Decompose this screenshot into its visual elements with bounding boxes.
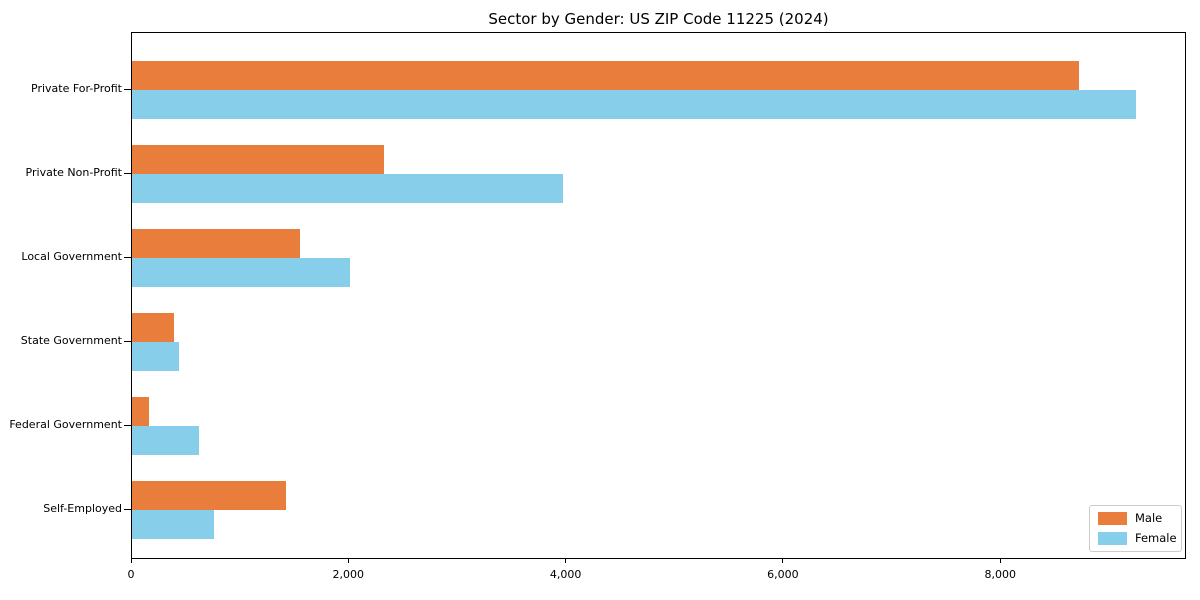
bar-female-private-non-profit: [132, 173, 564, 203]
x-tick-mark: [565, 559, 567, 563]
legend: Male Female: [1089, 505, 1182, 552]
y-tick-label-self-employed: Self-Employed: [43, 501, 122, 515]
x-tick-label-0: 0: [127, 568, 135, 581]
bar-female-state-government: [132, 341, 179, 371]
y-tick-label-federal-government: Federal Government: [9, 417, 122, 431]
y-tick-label-private-for-profit: Private For-Profit: [31, 81, 122, 95]
legend-entry-female: Female: [1098, 532, 1177, 545]
bar-female-federal-government: [132, 425, 199, 455]
y-tick-mark: [124, 424, 131, 426]
y-tick-mark: [124, 508, 131, 510]
x-tick-label-2-000: 2,000: [332, 568, 365, 581]
bar-female-self-employed: [132, 509, 214, 539]
x-tick-mark: [130, 559, 132, 563]
legend-swatch-male: [1098, 512, 1127, 525]
bar-male-private-non-profit: [132, 144, 385, 174]
y-tick-label-private-non-profit: Private Non-Profit: [25, 165, 122, 179]
x-tick-mark: [347, 559, 349, 563]
chart-title: Sector by Gender: US ZIP Code 11225 (202…: [488, 10, 829, 28]
x-tick-label-6-000: 6,000: [767, 568, 799, 581]
bar-male-federal-government: [132, 396, 149, 426]
x-tick-label-8-000: 8,000: [984, 568, 1016, 581]
bar-male-self-employed: [132, 480, 287, 510]
bar-male-state-government: [132, 312, 175, 342]
bar-female-private-for-profit: [132, 89, 1136, 119]
legend-label-male: Male: [1135, 511, 1163, 525]
bar-male-private-for-profit: [132, 60, 1080, 90]
y-tick-mark: [124, 172, 131, 174]
legend-swatch-female: [1098, 532, 1127, 545]
y-tick-mark: [124, 88, 131, 90]
bar-female-local-government: [132, 257, 351, 287]
legend-entry-male: Male: [1098, 512, 1173, 525]
y-tick-mark: [124, 256, 131, 258]
y-tick-mark: [124, 340, 131, 342]
legend-label-female: Female: [1135, 531, 1177, 545]
y-tick-label-local-government: Local Government: [21, 249, 122, 263]
y-tick-label-state-government: State Government: [20, 333, 122, 347]
plot-area: [131, 32, 1186, 559]
bar-male-local-government: [132, 228, 301, 258]
x-tick-mark: [782, 559, 784, 563]
x-tick-mark: [999, 559, 1001, 563]
x-tick-label-4-000: 4,000: [549, 568, 582, 581]
